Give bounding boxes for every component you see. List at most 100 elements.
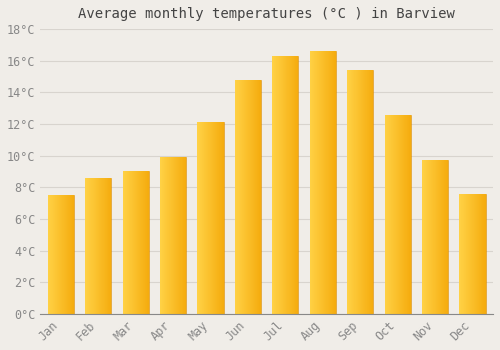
Bar	[217, 122, 218, 314]
Bar	[324, 51, 325, 314]
Bar	[332, 51, 333, 314]
Bar	[147, 172, 148, 314]
Bar	[146, 172, 147, 314]
Bar	[279, 56, 280, 314]
Bar	[391, 114, 392, 314]
Bar	[55, 195, 56, 314]
Bar	[468, 194, 469, 314]
Bar	[433, 160, 434, 314]
Bar	[211, 122, 212, 314]
Bar	[202, 122, 203, 314]
Bar	[67, 195, 68, 314]
Bar	[175, 157, 176, 314]
Bar	[143, 172, 144, 314]
Bar	[223, 122, 224, 314]
Bar	[144, 172, 145, 314]
Bar	[323, 51, 324, 314]
Bar	[327, 51, 328, 314]
Bar	[201, 122, 202, 314]
Bar	[471, 194, 472, 314]
Bar	[96, 178, 98, 314]
Bar	[372, 70, 373, 314]
Bar	[51, 195, 52, 314]
Bar	[286, 56, 287, 314]
Bar	[424, 160, 425, 314]
Bar	[431, 160, 432, 314]
Bar	[177, 157, 178, 314]
Bar	[422, 160, 423, 314]
Bar	[288, 56, 289, 314]
Bar	[56, 195, 57, 314]
Bar	[284, 56, 285, 314]
Bar	[104, 178, 105, 314]
Bar	[109, 178, 110, 314]
Bar	[401, 114, 402, 314]
Bar	[204, 122, 205, 314]
Bar	[425, 160, 426, 314]
Bar	[61, 195, 62, 314]
Bar	[250, 80, 251, 314]
Bar	[405, 114, 406, 314]
Bar	[59, 195, 60, 314]
Bar	[65, 195, 66, 314]
Bar	[283, 56, 284, 314]
Bar	[257, 80, 258, 314]
Bar	[363, 70, 364, 314]
Bar	[218, 122, 219, 314]
Bar	[52, 195, 53, 314]
Bar	[325, 51, 326, 314]
Bar	[220, 122, 221, 314]
Bar	[50, 195, 51, 314]
Bar	[171, 157, 172, 314]
Bar	[292, 56, 293, 314]
Bar	[124, 172, 125, 314]
Bar	[248, 80, 249, 314]
Bar	[319, 51, 320, 314]
Bar	[206, 122, 207, 314]
Bar	[408, 114, 409, 314]
Bar	[136, 172, 137, 314]
Bar	[349, 70, 350, 314]
Bar	[85, 178, 86, 314]
Bar	[463, 194, 464, 314]
Bar	[253, 80, 254, 314]
Bar	[178, 157, 179, 314]
Bar	[161, 157, 162, 314]
Bar	[355, 70, 356, 314]
Bar	[282, 56, 283, 314]
Bar	[221, 122, 222, 314]
Bar	[58, 195, 59, 314]
Bar	[464, 194, 465, 314]
Bar	[278, 56, 279, 314]
Bar	[60, 195, 61, 314]
Bar	[402, 114, 403, 314]
Bar	[385, 114, 386, 314]
Bar	[133, 172, 134, 314]
Bar	[87, 178, 88, 314]
Bar	[272, 56, 273, 314]
Bar	[103, 178, 104, 314]
Bar	[160, 157, 161, 314]
Bar	[406, 114, 407, 314]
Bar	[63, 195, 64, 314]
Bar	[90, 178, 91, 314]
Bar	[166, 157, 167, 314]
Bar	[134, 172, 135, 314]
Bar	[237, 80, 238, 314]
Bar	[102, 178, 103, 314]
Bar	[296, 56, 297, 314]
Bar	[214, 122, 216, 314]
Bar	[174, 157, 175, 314]
Bar	[287, 56, 288, 314]
Bar	[185, 157, 186, 314]
Bar	[141, 172, 142, 314]
Bar	[245, 80, 246, 314]
Bar	[68, 195, 70, 314]
Bar	[436, 160, 437, 314]
Bar	[460, 194, 461, 314]
Bar	[388, 114, 390, 314]
Bar	[428, 160, 429, 314]
Bar	[276, 56, 277, 314]
Bar	[127, 172, 128, 314]
Bar	[140, 172, 141, 314]
